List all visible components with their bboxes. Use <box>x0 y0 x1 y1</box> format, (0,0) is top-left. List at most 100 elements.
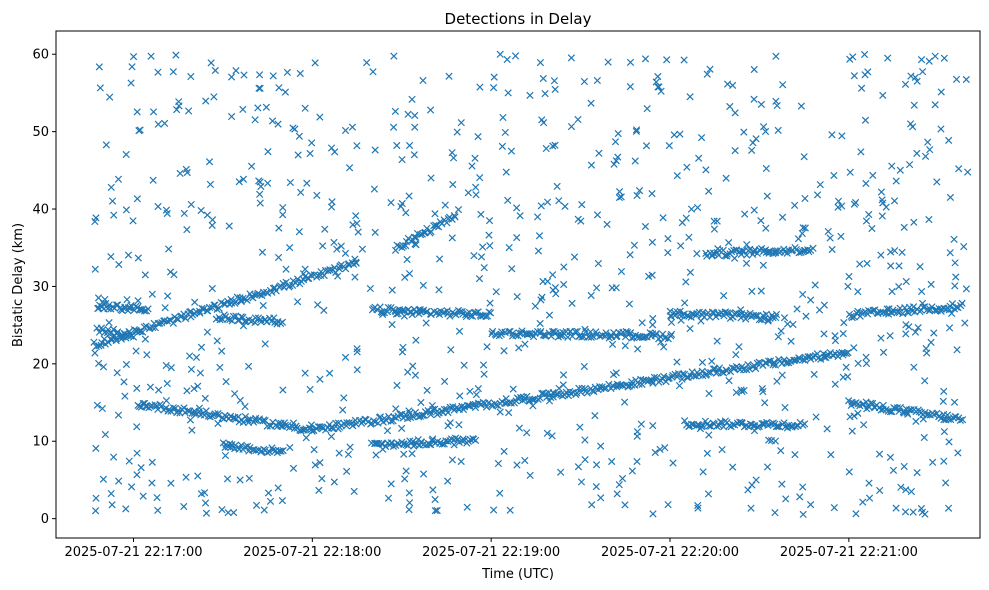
data-point <box>352 212 360 220</box>
data-point <box>774 126 782 135</box>
data-point <box>141 335 149 343</box>
data-point <box>371 146 379 154</box>
data-point <box>939 397 947 406</box>
data-point <box>553 182 561 191</box>
x-tick-label: 2025-07-21 22:20:00 <box>601 545 739 560</box>
data-point <box>349 221 357 229</box>
data-point <box>328 424 336 432</box>
data-point <box>950 235 958 243</box>
data-point <box>830 504 838 512</box>
data-point <box>613 490 621 498</box>
data-point <box>161 304 169 312</box>
data-point <box>763 192 771 200</box>
data-point <box>652 78 660 86</box>
data-point <box>148 479 156 487</box>
data-point <box>133 195 141 203</box>
data-point <box>106 329 115 337</box>
data-point <box>581 436 589 444</box>
data-point <box>235 178 243 186</box>
data-point <box>448 456 457 464</box>
data-point <box>244 416 252 424</box>
data-point <box>382 442 390 451</box>
data-point <box>207 59 215 67</box>
data-point <box>775 422 783 431</box>
data-point <box>448 234 456 242</box>
data-point <box>494 459 503 468</box>
data-point <box>634 332 642 340</box>
data-point <box>817 355 825 363</box>
data-point <box>482 403 491 411</box>
data-point <box>926 146 934 154</box>
data-point <box>568 299 576 308</box>
data-point <box>251 116 259 124</box>
data-point <box>924 410 932 418</box>
data-point <box>649 510 657 518</box>
data-point <box>893 404 901 412</box>
data-point <box>335 449 343 457</box>
y-tick-label: 60 <box>32 48 49 63</box>
data-point <box>180 502 188 511</box>
data-point <box>536 58 545 67</box>
data-point <box>810 370 818 378</box>
data-point <box>638 319 646 327</box>
data-point <box>223 475 232 483</box>
data-point <box>260 506 268 514</box>
data-point <box>574 463 583 471</box>
data-point <box>202 97 210 105</box>
data-point <box>353 219 361 228</box>
data-point <box>411 111 419 120</box>
data-point <box>466 387 474 395</box>
y-tick-label: 20 <box>32 357 49 372</box>
data-point <box>286 243 294 252</box>
data-point <box>948 309 956 317</box>
data-point <box>91 507 100 515</box>
data-point <box>918 508 926 516</box>
data-point <box>757 216 765 225</box>
data-point <box>931 101 939 109</box>
data-point <box>667 330 676 338</box>
data-point <box>962 285 970 293</box>
data-point <box>173 409 181 417</box>
data-point <box>391 107 400 116</box>
data-point <box>846 413 854 421</box>
data-point <box>401 475 409 483</box>
data-point <box>404 110 412 118</box>
data-point <box>321 225 329 233</box>
data-point <box>677 316 685 324</box>
data-point <box>581 384 589 393</box>
data-point <box>445 72 453 80</box>
data-point <box>124 251 133 259</box>
data-point <box>98 404 107 413</box>
data-point <box>240 71 248 79</box>
data-point <box>475 275 484 283</box>
data-point <box>318 474 326 483</box>
data-point <box>723 309 732 317</box>
data-point <box>137 305 145 314</box>
data-point <box>543 429 551 437</box>
data-point <box>612 157 620 165</box>
data-point <box>444 477 452 485</box>
data-point <box>649 379 657 387</box>
data-point <box>175 102 183 110</box>
data-point <box>369 68 377 76</box>
data-point <box>412 336 420 344</box>
data-point <box>702 166 710 174</box>
data-point <box>719 423 728 431</box>
data-point <box>187 200 195 209</box>
data-point <box>409 437 417 445</box>
x-axis-label: Time (UTC) <box>481 567 554 582</box>
data-point <box>476 83 484 91</box>
data-point <box>422 319 430 327</box>
data-point <box>358 245 367 253</box>
data-point <box>497 330 505 338</box>
data-point <box>694 501 702 510</box>
data-point <box>773 101 781 110</box>
data-point <box>330 424 338 433</box>
data-point <box>286 178 294 187</box>
data-point <box>196 369 205 377</box>
data-point <box>259 301 267 310</box>
data-point <box>256 291 264 299</box>
data-point <box>707 422 715 430</box>
data-point <box>576 423 584 431</box>
data-point <box>350 487 358 496</box>
